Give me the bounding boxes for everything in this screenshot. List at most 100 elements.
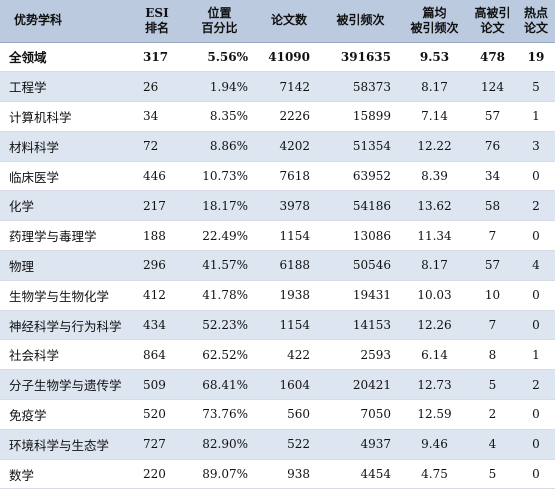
cell-subject: 药理学与毒理学 bbox=[9, 229, 97, 245]
cell-citations: 54186 bbox=[352, 198, 391, 213]
cell-subject: 数学 bbox=[9, 467, 35, 483]
header-percentile-line1: 位置 bbox=[207, 5, 232, 20]
cell-percentile: 68.41% bbox=[202, 377, 248, 392]
total-highly-cited: 478 bbox=[479, 49, 506, 64]
cell-subject: 神经科学与行为科学 bbox=[9, 318, 122, 334]
header-papers: 论文数 bbox=[258, 0, 320, 43]
cell-papers: 422 bbox=[287, 347, 310, 362]
cell-papers: 4202 bbox=[279, 139, 310, 154]
cell-subject: 分子生物学与遗传学 bbox=[9, 378, 122, 394]
header-citations-per-paper: 篇均 被引频次 bbox=[401, 0, 468, 43]
total-percentile: 5.56% bbox=[207, 49, 248, 64]
cell-percentile: 62.52% bbox=[202, 347, 248, 362]
cell-esi-rank: 412 bbox=[143, 288, 166, 303]
header-esi-rank: ESI 排名 bbox=[133, 0, 181, 43]
cell-citations-per-paper: 4.75 bbox=[421, 467, 448, 482]
cell-hot-papers: 3 bbox=[532, 139, 540, 154]
header-esi-rank-line1: ESI bbox=[145, 5, 169, 20]
cell-citations: 4454 bbox=[360, 467, 391, 482]
cell-citations-per-paper: 8.17 bbox=[421, 79, 448, 94]
cell-esi-rank: 217 bbox=[143, 198, 166, 213]
cell-esi-rank: 434 bbox=[143, 318, 166, 333]
cell-subject: 工程学 bbox=[9, 80, 47, 96]
cell-papers: 2226 bbox=[279, 109, 310, 124]
cell-esi-rank: 26 bbox=[143, 79, 159, 94]
cell-hot-papers: 0 bbox=[532, 467, 540, 482]
cell-subject: 社会科学 bbox=[9, 348, 60, 364]
cell-citations: 15899 bbox=[352, 109, 391, 124]
cell-percentile: 52.23% bbox=[202, 318, 248, 333]
cell-hot-papers: 1 bbox=[532, 347, 540, 362]
cell-citations: 2593 bbox=[360, 347, 391, 362]
table-row: 社会科学 864 62.52% 422 2593 6.14 8 1 bbox=[0, 339, 555, 370]
cell-citations: 63952 bbox=[352, 169, 391, 184]
table-row: 神经科学与行为科学 434 52.23% 1154 14153 12.26 7 0 bbox=[0, 310, 555, 340]
cell-citations: 7050 bbox=[360, 407, 391, 422]
cell-citations: 4937 bbox=[360, 437, 391, 452]
table-row: 临床医学 446 10.73% 7618 63952 8.39 34 0 bbox=[0, 161, 555, 191]
cell-subject: 环境科学与生态学 bbox=[9, 437, 110, 453]
cell-highly-cited: 7 bbox=[488, 318, 497, 333]
header-hot-line1: 热点 bbox=[523, 5, 548, 20]
header-row: 优势学科 ESI 排名 位置 百分比 论文数 被引频次 篇均 被引频次 高被引 论文 热… bbox=[0, 0, 555, 43]
cell-hot-papers: 0 bbox=[532, 318, 540, 333]
cell-highly-cited: 8 bbox=[488, 347, 497, 362]
cell-highly-cited: 124 bbox=[481, 79, 504, 94]
cell-esi-rank: 188 bbox=[143, 228, 166, 243]
cell-subject: 计算机科学 bbox=[9, 109, 72, 125]
cell-highly-cited: 7 bbox=[488, 228, 497, 243]
cell-papers: 3978 bbox=[279, 198, 310, 213]
cell-papers: 1154 bbox=[279, 318, 310, 333]
cell-hot-papers: 4 bbox=[532, 258, 540, 273]
header-cpp-line2: 被引频次 bbox=[410, 20, 459, 35]
table-row: 物理 296 41.57% 6188 50546 8.17 57 4 bbox=[0, 250, 555, 281]
cell-papers: 1938 bbox=[279, 288, 310, 303]
total-cpp: 9.53 bbox=[419, 49, 450, 64]
cell-papers: 6188 bbox=[279, 258, 310, 273]
cell-highly-cited: 34 bbox=[484, 169, 501, 184]
cell-citations-per-paper: 11.34 bbox=[417, 228, 452, 243]
table-row: 药理学与毒理学 188 22.49% 1154 13086 11.34 7 0 bbox=[0, 220, 555, 251]
cell-highly-cited: 58 bbox=[484, 198, 501, 213]
cell-subject: 化学 bbox=[9, 199, 35, 215]
cell-citations: 20421 bbox=[352, 377, 391, 392]
cell-highly-cited: 4 bbox=[488, 437, 497, 452]
cell-percentile: 73.76% bbox=[202, 407, 248, 422]
header-percentile: 位置 百分比 bbox=[181, 0, 258, 43]
cell-citations: 51354 bbox=[352, 139, 391, 154]
cell-subject: 免疫学 bbox=[9, 407, 47, 423]
header-cpp-line1: 篇均 bbox=[422, 5, 447, 20]
header-subject: 优势学科 bbox=[0, 0, 133, 43]
cell-esi-rank: 446 bbox=[143, 169, 166, 184]
cell-percentile: 22.49% bbox=[202, 228, 248, 243]
total-row: 全领域 317 5.56% 41090 391635 9.53 478 19 bbox=[0, 42, 555, 72]
cell-citations-per-paper: 12.73 bbox=[417, 377, 452, 392]
header-hc-line2: 论文 bbox=[480, 20, 505, 35]
cell-esi-rank: 509 bbox=[143, 377, 166, 392]
cell-hot-papers: 0 bbox=[532, 228, 540, 243]
cell-esi-rank: 727 bbox=[143, 437, 166, 452]
cell-highly-cited: 5 bbox=[488, 377, 497, 392]
cell-esi-rank: 72 bbox=[143, 139, 159, 154]
cell-hot-papers: 5 bbox=[532, 79, 540, 94]
cell-citations-per-paper: 7.14 bbox=[421, 109, 448, 124]
table-row: 材料科学 72 8.86% 4202 51354 12.22 76 3 bbox=[0, 131, 555, 162]
cell-highly-cited: 10 bbox=[484, 288, 501, 303]
cell-citations: 58373 bbox=[352, 79, 391, 94]
cell-hot-papers: 2 bbox=[532, 198, 540, 213]
header-hot-line2: 论文 bbox=[523, 20, 548, 35]
table-row: 化学 217 18.17% 3978 54186 13.62 58 2 bbox=[0, 190, 555, 221]
cell-hot-papers: 2 bbox=[532, 377, 540, 392]
header-percentile-line2: 百分比 bbox=[201, 20, 238, 35]
total-subject: 全领域 bbox=[9, 50, 47, 66]
cell-papers: 7618 bbox=[279, 169, 310, 184]
cell-esi-rank: 520 bbox=[143, 407, 166, 422]
cell-highly-cited: 76 bbox=[484, 139, 501, 154]
cell-citations: 13086 bbox=[352, 228, 391, 243]
total-hot: 19 bbox=[527, 49, 545, 64]
cell-hot-papers: 0 bbox=[532, 288, 540, 303]
cell-percentile: 41.57% bbox=[202, 258, 248, 273]
cell-esi-rank: 864 bbox=[143, 347, 166, 362]
table-row: 生物学与生物化学 412 41.78% 1938 19431 10.03 10 0 bbox=[0, 280, 555, 311]
table-row: 免疫学 520 73.76% 560 7050 12.59 2 0 bbox=[0, 399, 555, 430]
